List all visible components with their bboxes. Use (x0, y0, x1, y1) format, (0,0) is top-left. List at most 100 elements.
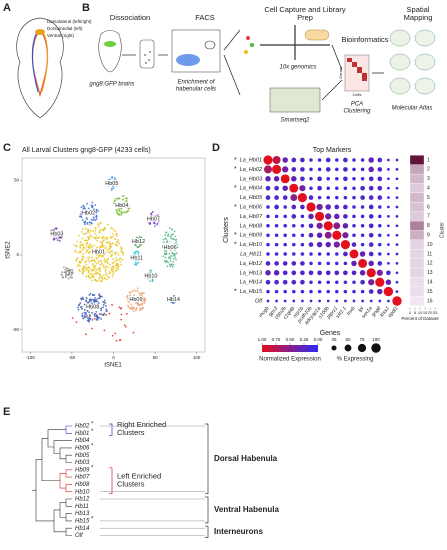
dot (377, 176, 383, 182)
cell-dot (104, 305, 107, 307)
cell-dot (81, 243, 84, 246)
dot (395, 233, 399, 237)
cell-dot (87, 276, 90, 279)
cell-dot (149, 280, 151, 283)
dot (316, 203, 323, 211)
cell-dot (95, 210, 97, 213)
cell-dot (78, 268, 81, 271)
dot (368, 204, 374, 210)
cell-dot (113, 251, 116, 254)
branch (65, 513, 72, 522)
cell-dot (85, 251, 88, 253)
cluster-number: 16 (427, 298, 433, 304)
cell-dot (132, 331, 135, 334)
cell-dot (117, 259, 120, 262)
cell-dot (124, 206, 126, 209)
dot (335, 252, 339, 256)
bracket (109, 467, 113, 495)
dot (368, 251, 374, 257)
cell-dot (105, 265, 108, 268)
dot (360, 224, 365, 228)
cell-dot (85, 244, 88, 246)
cell-dot (91, 294, 94, 296)
cell-dot (147, 273, 149, 275)
cell-dot (94, 297, 97, 299)
dot (395, 252, 399, 256)
dot (343, 261, 348, 266)
branch (65, 425, 72, 434)
row-label: La_Hb03 (240, 176, 263, 182)
leaf-label: Hb08 (75, 482, 90, 488)
dot (282, 261, 288, 266)
cell-dot (151, 210, 154, 213)
dot (300, 214, 305, 219)
group-label: Clusters (117, 428, 145, 437)
dot (343, 204, 348, 210)
cell-dot (137, 304, 139, 307)
cell-dot (143, 302, 146, 305)
cell-dot (174, 235, 177, 238)
dot (368, 166, 374, 173)
leaf-label: Hb11 (75, 504, 89, 510)
x-axis-label: tSNE1 (104, 363, 122, 369)
dot (352, 195, 356, 200)
cell-dot (102, 306, 105, 309)
cell-dot (94, 249, 96, 252)
cluster-label: Hb06 (163, 245, 176, 251)
cell-dot (96, 317, 99, 320)
dot (335, 289, 339, 294)
dot (292, 299, 296, 303)
cell-dot (153, 221, 156, 224)
dot (368, 279, 375, 286)
cell-dot (89, 277, 92, 280)
cell-dot (141, 295, 144, 298)
dot (308, 213, 314, 220)
cell-dot (120, 250, 123, 253)
cell-dot (92, 236, 94, 239)
cell-dot (129, 307, 131, 310)
dot (377, 185, 383, 191)
cell-dot (117, 207, 120, 210)
cell-dot (139, 307, 142, 310)
dot (282, 279, 288, 285)
leaf-label: Hb04 (75, 438, 90, 444)
cell-dot (108, 272, 111, 275)
cluster (161, 227, 179, 268)
dot (378, 224, 382, 228)
dot (334, 270, 340, 276)
dot (343, 157, 348, 163)
dot (352, 299, 356, 303)
dot (325, 157, 331, 163)
row-mark: * (234, 232, 237, 239)
cell-dot (164, 252, 167, 255)
cell-dot (108, 276, 110, 279)
caption: Genes (338, 67, 343, 79)
cell-dot (109, 271, 112, 274)
cluster (71, 304, 135, 342)
dataset-cell (409, 296, 425, 306)
cell-dot (115, 244, 118, 247)
cell-dot (162, 238, 165, 241)
cell-dot (103, 228, 106, 231)
cell-dot (98, 267, 101, 270)
gene-label: lpl (357, 305, 365, 313)
cell-dot (93, 294, 96, 296)
cell-dot (118, 214, 121, 216)
cell-dot (118, 306, 121, 309)
x-axis-label: Genes (320, 330, 341, 337)
cell-dot (79, 261, 82, 263)
cell-dot (99, 249, 102, 252)
panel-letter: B (82, 2, 90, 14)
cell-dot (57, 235, 60, 237)
dot (360, 279, 365, 285)
cluster-label: Hb01 (92, 249, 105, 255)
cell-dot (141, 302, 144, 305)
dot (377, 261, 383, 266)
dot (282, 185, 288, 191)
connector (100, 425, 205, 492)
dot (377, 288, 383, 295)
colorbar-label: 0.00 (314, 337, 323, 342)
cell-dot (89, 243, 91, 245)
dot (343, 251, 348, 257)
dot (265, 185, 271, 191)
